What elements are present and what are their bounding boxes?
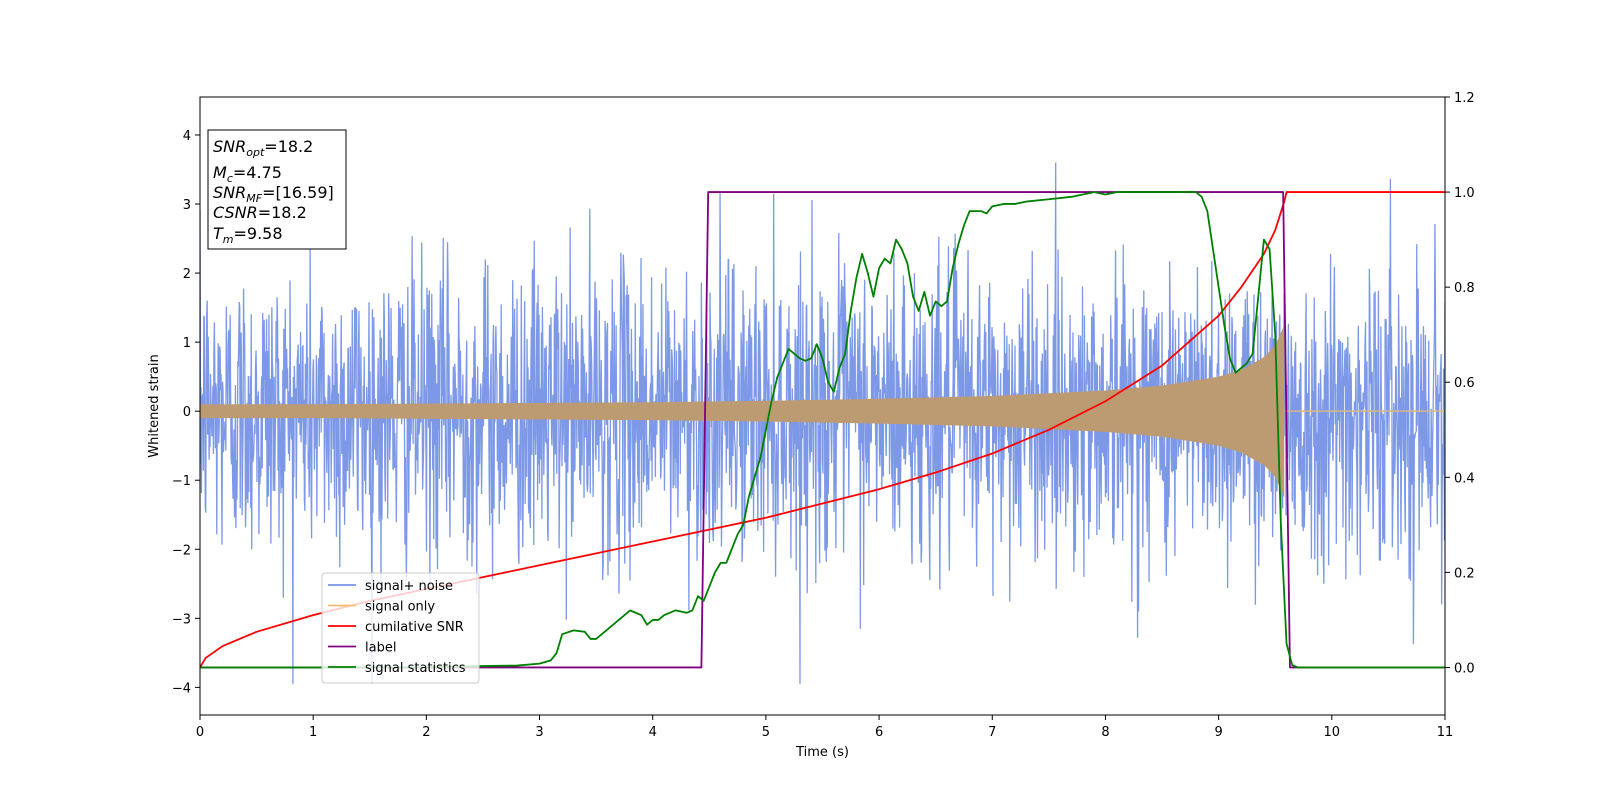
- info-csnr-name: CSNR: [213, 203, 258, 222]
- legend-label: signal+ noise: [365, 579, 453, 594]
- x-tick-label: 8: [1101, 725, 1109, 740]
- legend-label: cumilative SNR: [365, 620, 464, 635]
- info-snr-opt-value: =18.2: [264, 137, 313, 156]
- legend-label: signal statistics: [365, 661, 466, 676]
- axes: 0 1 2 3 4 5 6 7 8 9 10 11 −4 −3 −2 −1 0 1 2 3 4 0.0 0.2 0.4 0.6 0…: [172, 91, 1475, 740]
- series-signal-only-band: [200, 324, 1285, 498]
- info-snr-mf-value: =[16.59]: [262, 183, 334, 202]
- info-mc-name: M: [213, 163, 227, 182]
- x-tick-label: 6: [875, 725, 883, 740]
- info-box: SNRopt=18.2 Mc=4.75 SNRMF=[16.59] CSNR=1…: [207, 129, 347, 250]
- x-tick-label: 11: [1437, 725, 1454, 740]
- x-tick-label: 3: [535, 725, 543, 740]
- y-tick-label-left: −3: [172, 612, 191, 627]
- x-tick-label: 2: [422, 725, 430, 740]
- info-box-frame: [207, 129, 347, 250]
- x-tick-label: 9: [1214, 725, 1222, 740]
- legend-frame: [321, 572, 480, 684]
- info-mc-value: =4.75: [233, 163, 282, 182]
- info-mc: Mc=4.75: [213, 163, 282, 185]
- info-snr-opt: SNRopt=18.2: [213, 137, 313, 159]
- info-tm-value: =9.58: [234, 224, 283, 243]
- y-tick-label-right: 0.6: [1454, 376, 1475, 391]
- info-snr-opt-name: SNR: [213, 137, 246, 156]
- y-tick-label-right: 0.2: [1454, 566, 1475, 581]
- info-tm: Tm=9.58: [213, 224, 283, 246]
- y-tick-label-right: 0.8: [1454, 281, 1475, 296]
- y-tick-label-right: 1.2: [1454, 91, 1475, 106]
- plot-frame: [199, 96, 1446, 716]
- y-tick-label-left: 1: [183, 336, 191, 351]
- y-tick-label-right: 0.4: [1454, 471, 1475, 486]
- x-tick-label: 1: [309, 725, 317, 740]
- y-tick-label-left: −4: [172, 681, 191, 696]
- info-csnr: CSNR=18.2: [213, 203, 307, 222]
- info-snr-mf: SNRMF=[16.59]: [213, 183, 334, 205]
- x-tick-label: 4: [649, 725, 657, 740]
- y-tick-label-right: 0.0: [1454, 661, 1475, 676]
- x-tick-label: 5: [762, 725, 770, 740]
- x-axis-label: Time (s): [795, 745, 849, 760]
- legend-label: label: [365, 641, 396, 656]
- y-tick-label-left: 2: [183, 267, 191, 282]
- info-snr-mf-name: SNR: [213, 183, 246, 202]
- x-tick-label: 7: [988, 725, 996, 740]
- info-snr-mf-sub: MF: [246, 192, 262, 205]
- y-tick-label-left: 4: [183, 129, 191, 144]
- y-tick-label-left: 3: [183, 198, 191, 213]
- series-signal-statistics-line: [200, 191, 1445, 669]
- legend: signal+ noise signal only cumilative SNR la…: [321, 572, 480, 684]
- info-snr-opt-sub: opt: [246, 146, 265, 159]
- y-tick-label-right: 1.0: [1454, 186, 1475, 201]
- info-mc-sub: c: [227, 172, 233, 185]
- x-tick-label: 0: [196, 725, 204, 740]
- info-tm-sub: m: [223, 233, 234, 246]
- info-csnr-value: =18.2: [258, 203, 307, 222]
- y-tick-label-left: −1: [172, 474, 191, 489]
- legend-label: signal only: [365, 600, 435, 615]
- x-tick-label: 10: [1324, 725, 1341, 740]
- info-tm-name: T: [213, 224, 224, 243]
- y-axis-label-left: Whitened strain: [147, 354, 162, 457]
- y-tick-label-left: 0: [183, 405, 191, 420]
- y-tick-label-left: −2: [172, 543, 191, 558]
